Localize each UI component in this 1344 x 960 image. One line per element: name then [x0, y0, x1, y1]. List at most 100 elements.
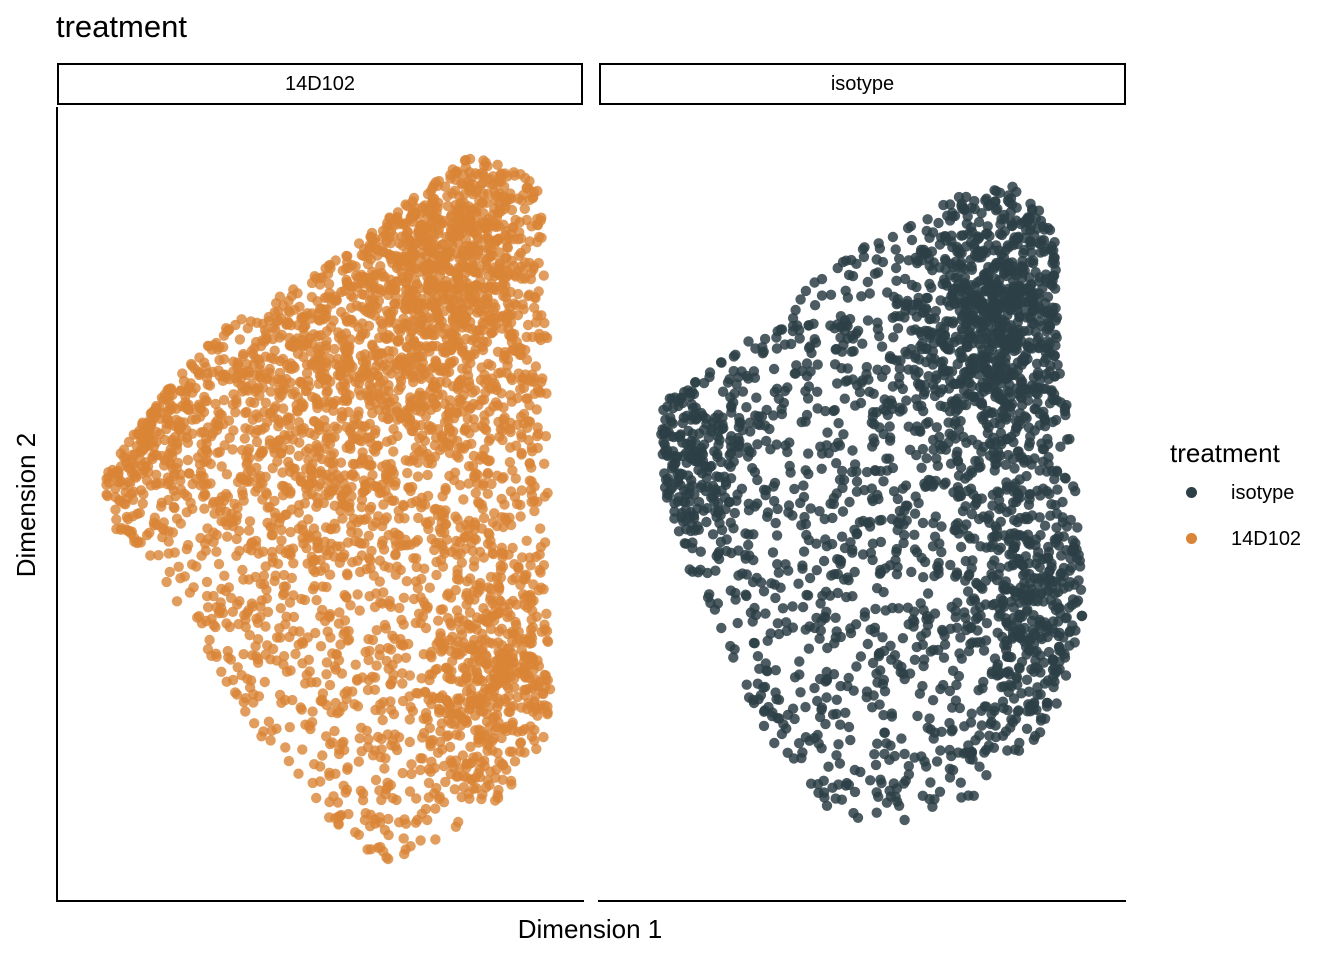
data-point	[328, 448, 339, 459]
data-point	[479, 410, 490, 421]
data-point	[501, 679, 512, 691]
data-point	[329, 725, 340, 737]
data-point	[474, 764, 486, 775]
data-point	[530, 361, 542, 372]
data-point	[427, 330, 438, 341]
data-point	[870, 603, 881, 615]
data-point	[218, 394, 230, 406]
data-point	[171, 513, 183, 524]
data-point	[188, 404, 199, 415]
data-point	[253, 354, 264, 365]
data-point	[542, 709, 553, 720]
data-point	[906, 234, 918, 246]
data-point	[147, 451, 158, 462]
data-point	[496, 388, 507, 399]
facet-panel-14d102	[56, 107, 584, 903]
data-point	[722, 377, 734, 388]
data-point	[285, 665, 296, 676]
data-point	[364, 418, 375, 430]
data-point	[363, 530, 374, 541]
data-point	[286, 290, 298, 302]
data-point	[494, 756, 505, 767]
data-point	[266, 546, 278, 558]
data-point	[455, 316, 466, 327]
data-point	[376, 348, 388, 359]
data-point	[199, 503, 210, 514]
data-point	[412, 582, 424, 594]
data-point	[255, 601, 266, 612]
data-point	[404, 714, 415, 725]
data-point	[420, 517, 432, 528]
data-point	[417, 401, 428, 412]
data-point	[311, 492, 322, 503]
data-point	[497, 434, 508, 446]
data-point	[780, 559, 791, 570]
data-point	[899, 273, 911, 285]
data-point	[430, 803, 441, 814]
data-point	[190, 414, 202, 425]
data-point	[701, 516, 712, 528]
data-point	[327, 648, 338, 659]
data-point	[416, 298, 427, 309]
data-point	[470, 344, 481, 355]
data-point	[377, 411, 389, 423]
data-point	[890, 262, 902, 274]
data-point	[1021, 470, 1032, 482]
data-point	[416, 673, 427, 684]
data-point	[470, 385, 481, 396]
data-point	[336, 668, 348, 679]
data-point	[258, 570, 270, 581]
data-point	[974, 761, 985, 772]
data-point	[1002, 745, 1013, 756]
data-point	[408, 192, 420, 204]
data-point	[424, 582, 435, 593]
data-point	[433, 175, 445, 187]
data-point	[906, 566, 917, 578]
data-point	[441, 247, 452, 258]
data-point	[410, 817, 421, 828]
data-point	[1021, 674, 1033, 685]
data-point	[393, 505, 404, 517]
data-point	[529, 505, 540, 517]
data-point	[423, 764, 435, 775]
data-point	[510, 473, 521, 484]
data-point	[392, 653, 403, 664]
data-point	[1012, 530, 1023, 541]
data-point	[317, 272, 328, 283]
data-point	[541, 608, 552, 619]
data-point	[839, 393, 850, 404]
data-point	[536, 310, 547, 321]
data-point	[351, 433, 362, 444]
data-point	[466, 323, 478, 335]
data-point	[280, 547, 291, 559]
data-point	[386, 704, 397, 715]
data-point	[858, 515, 869, 527]
data-point	[159, 434, 170, 446]
data-point	[315, 776, 326, 787]
data-point	[306, 291, 318, 303]
data-point	[272, 306, 284, 317]
data-point	[310, 566, 321, 578]
data-point	[469, 472, 481, 483]
data-point	[479, 283, 490, 294]
data-point	[406, 253, 417, 265]
data-point	[465, 684, 477, 695]
data-point	[390, 569, 401, 580]
data-point	[461, 762, 472, 773]
data-point	[355, 350, 367, 362]
data-point	[443, 415, 454, 426]
data-point	[232, 502, 243, 513]
data-point	[356, 249, 367, 261]
data-point	[504, 302, 515, 313]
data-point	[342, 537, 354, 548]
data-point	[346, 259, 358, 271]
data-point	[231, 550, 242, 561]
data-point	[505, 442, 516, 453]
data-point	[382, 365, 393, 376]
data-point	[258, 546, 269, 557]
data-point	[238, 696, 249, 708]
data-point	[268, 412, 280, 423]
data-point	[259, 676, 270, 688]
data-point	[489, 656, 500, 668]
data-point	[540, 675, 551, 686]
